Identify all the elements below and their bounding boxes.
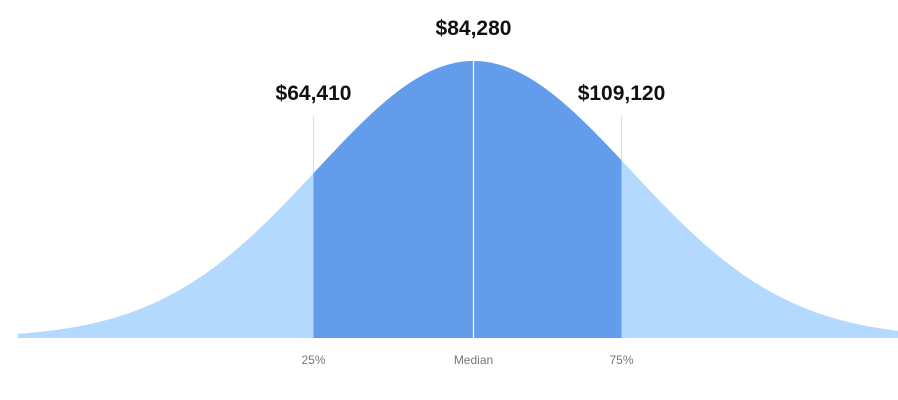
x-axis-ticks: 25% Median 75% — [301, 353, 633, 367]
interquartile-range-area — [313, 61, 622, 338]
median-tick-label: Median — [454, 353, 493, 367]
percentile-lines — [313, 61, 622, 338]
p25-tick-label: 25% — [301, 353, 325, 367]
p75-value-label: $109,120 — [578, 82, 666, 105]
curve-layer — [18, 61, 898, 338]
p25-value-label: $64,410 — [276, 82, 352, 105]
p75-tick-label: 75% — [609, 353, 633, 367]
median-value-label: $84,280 — [436, 17, 512, 40]
value-labels: $64,410 $84,280 $109,120 — [276, 17, 666, 105]
